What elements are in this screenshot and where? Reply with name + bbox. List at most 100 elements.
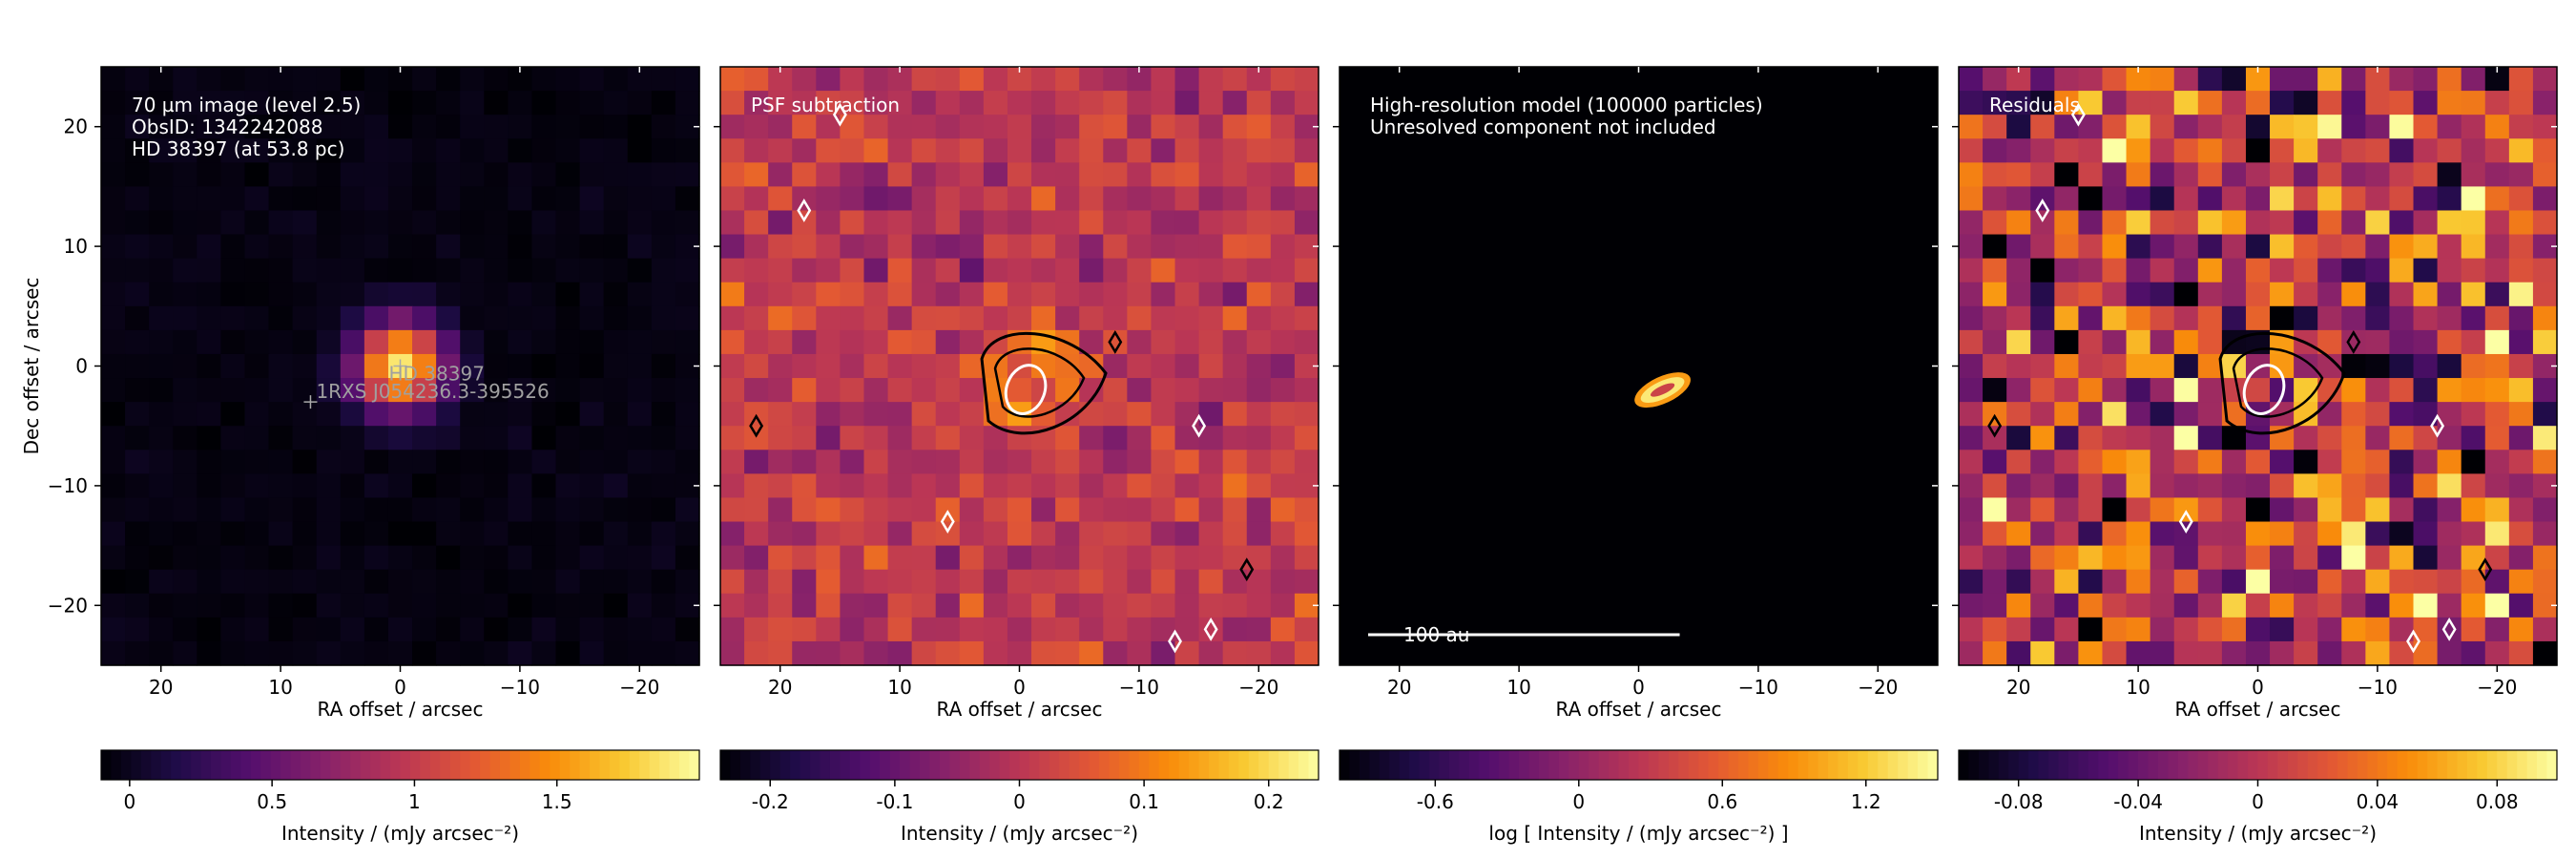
colorbar-segment xyxy=(1598,750,1610,780)
colorbar-segment xyxy=(1089,750,1100,780)
pixel-cell xyxy=(2317,115,2342,139)
pixel-cell xyxy=(911,138,937,163)
colorbar-segment xyxy=(649,750,660,780)
pixel-cell xyxy=(2317,473,2342,499)
pixel-cell xyxy=(2317,210,2342,236)
pixel-cell xyxy=(460,450,485,474)
colorbar-segment xyxy=(2397,750,2408,780)
pixel-cell xyxy=(2437,305,2462,331)
pixel-cell xyxy=(1127,329,1153,355)
pixel-cell xyxy=(1151,67,1176,92)
pixel-cell xyxy=(2294,305,2318,331)
pixel-cell xyxy=(2508,473,2534,499)
pixel-cell xyxy=(2484,138,2510,163)
pixel-cell xyxy=(2030,497,2055,523)
pixel-cell xyxy=(1151,593,1176,618)
pixel-cell xyxy=(2341,450,2366,474)
pixel-cell xyxy=(627,473,653,499)
pixel-cell xyxy=(2365,115,2391,139)
pixel-cell xyxy=(1270,378,1296,403)
colorbar-segment xyxy=(840,750,851,780)
x-tick-label: 0 xyxy=(1632,676,1645,699)
pixel-cell xyxy=(840,282,865,307)
pixel-cell xyxy=(2102,450,2128,474)
colorbar-segment xyxy=(1918,750,1929,780)
pixel-cell xyxy=(412,378,437,403)
pixel-cell xyxy=(484,569,509,595)
pixel-cell xyxy=(2078,210,2104,236)
pixel-cell xyxy=(1007,305,1032,331)
pixel-cell xyxy=(2030,91,2055,115)
pixel-cell xyxy=(1270,305,1296,331)
pixel-cell xyxy=(2006,282,2031,307)
pixel-cell xyxy=(2437,640,2462,666)
pixel-cell xyxy=(1151,569,1176,595)
pixel-cell xyxy=(555,402,581,427)
pixel-cell xyxy=(244,402,270,427)
pixel-cell xyxy=(1294,282,1319,307)
pixel-cell xyxy=(768,258,793,283)
pixel-cell xyxy=(887,402,913,427)
pixel-cell xyxy=(2030,593,2055,618)
colorbar-segment xyxy=(1609,750,1620,780)
source-label: 1RXS J054236.3-395526 xyxy=(316,380,549,403)
x-axis-label: RA offset / arcsec xyxy=(937,698,1103,721)
pixel-cell xyxy=(364,115,389,139)
pixel-cell xyxy=(2437,234,2462,260)
colorbar-segment xyxy=(1558,750,1569,780)
pixel-cell xyxy=(744,282,769,307)
pixel-cell xyxy=(292,545,318,571)
pixel-cell xyxy=(316,329,342,355)
pixel-cell xyxy=(2461,67,2486,92)
pixel-cell xyxy=(2341,545,2366,571)
pixel-cell xyxy=(2054,329,2079,355)
pixel-cell xyxy=(2270,521,2295,547)
colorbar-tick-label: 0 xyxy=(1572,790,1585,813)
pixel-cell xyxy=(2173,473,2199,499)
pixel-cell xyxy=(2126,545,2151,571)
pixel-cell xyxy=(935,569,961,595)
pixel-cell xyxy=(2317,67,2342,92)
pixel-cell xyxy=(220,162,246,187)
pixel-cell xyxy=(1055,305,1080,331)
pixel-cell xyxy=(364,353,389,379)
pixel-cell xyxy=(555,186,581,212)
pixel-cell xyxy=(2389,258,2415,283)
pixel-cell xyxy=(1246,162,1272,187)
positive-contour xyxy=(2232,347,2324,418)
pixel-cell xyxy=(508,234,533,260)
pixel-cell xyxy=(412,258,437,283)
pixel-cell xyxy=(220,569,246,595)
pixel-cell xyxy=(220,186,246,212)
pixel-cell xyxy=(387,234,413,260)
pixel-cell xyxy=(508,545,533,571)
colorbar-segment xyxy=(689,750,700,780)
pixel-cell xyxy=(555,115,581,139)
pixel-cell xyxy=(651,353,676,379)
pixel-cell xyxy=(1983,115,2007,139)
pixel-cell xyxy=(197,305,221,331)
pixel-cell xyxy=(340,450,365,474)
pixel-cell xyxy=(197,593,221,618)
pixel-cell xyxy=(1198,521,1224,547)
colorbar-segment xyxy=(370,750,382,780)
pixel-cell xyxy=(364,593,389,618)
pixel-cell xyxy=(2054,450,2079,474)
pixel-cell xyxy=(460,593,485,618)
pixel-cell xyxy=(508,426,533,450)
pixel-cell xyxy=(1079,569,1104,595)
pixel-cell xyxy=(2126,617,2151,642)
pixel-cell xyxy=(1983,329,2007,355)
pixel-cell xyxy=(2078,162,2104,187)
colorbar-segment xyxy=(2437,750,2448,780)
pixel-cell xyxy=(125,545,150,571)
pixel-cell xyxy=(197,162,221,187)
pixel-cell xyxy=(2389,569,2415,595)
pixel-cell xyxy=(1294,521,1319,547)
pixel-cell xyxy=(2484,329,2510,355)
pixel-cell xyxy=(720,91,745,115)
pixel-cell xyxy=(220,426,246,450)
pixel-cell xyxy=(101,569,126,595)
colorbar-segment xyxy=(1638,750,1650,780)
pixel-cell xyxy=(1079,402,1104,427)
